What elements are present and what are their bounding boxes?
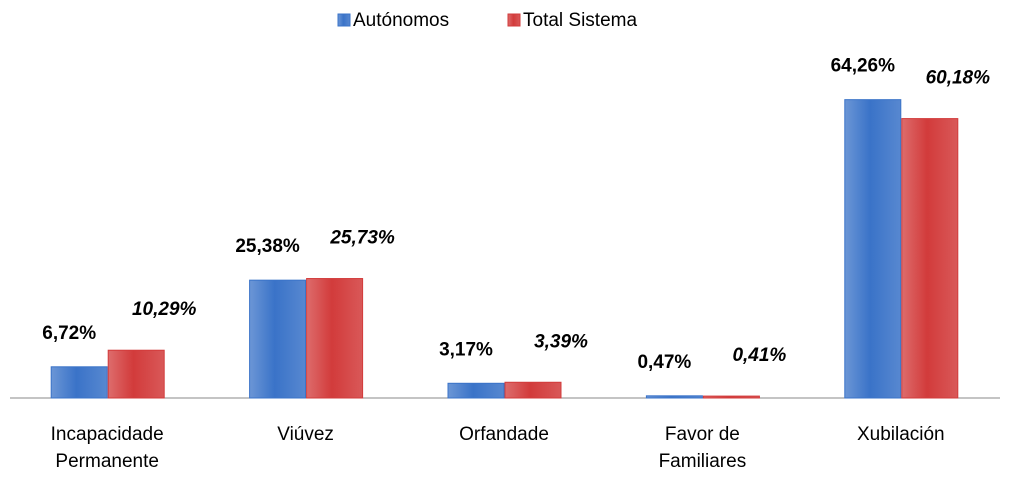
bar: [504, 381, 562, 399]
legend-swatch: [337, 13, 351, 27]
bar: [447, 382, 505, 399]
value-label: 0,47%: [637, 352, 691, 373]
value-label: 60,18%: [926, 68, 991, 89]
legend-label: Autónomos: [353, 10, 449, 31]
value-label: 3,17%: [439, 339, 493, 360]
bar: [702, 395, 760, 399]
bar: [306, 278, 364, 399]
value-label: 25,38%: [235, 236, 300, 257]
legend-label: Total Sistema: [523, 10, 637, 31]
value-label: 6,72%: [42, 323, 96, 344]
value-label: 25,73%: [329, 228, 395, 249]
bar: [645, 395, 703, 399]
legend-swatch: [507, 13, 521, 27]
value-label: 64,26%: [831, 56, 896, 77]
bar: [107, 349, 165, 399]
bar: [249, 279, 307, 399]
x-tick-label: Viúvez: [277, 424, 334, 445]
x-tick-label: Xubilación: [856, 424, 945, 445]
value-label: 0,41%: [732, 345, 786, 366]
value-label: 3,39%: [534, 331, 588, 352]
bar: [844, 99, 902, 399]
bar: [901, 118, 959, 399]
x-tick-label: Orfandade: [459, 424, 549, 445]
x-tick-label: Favor de Familiares: [658, 424, 747, 472]
bar: [50, 366, 108, 399]
x-tick-label: Incapacidade Permanente: [50, 424, 164, 472]
value-label: 10,29%: [132, 299, 197, 320]
